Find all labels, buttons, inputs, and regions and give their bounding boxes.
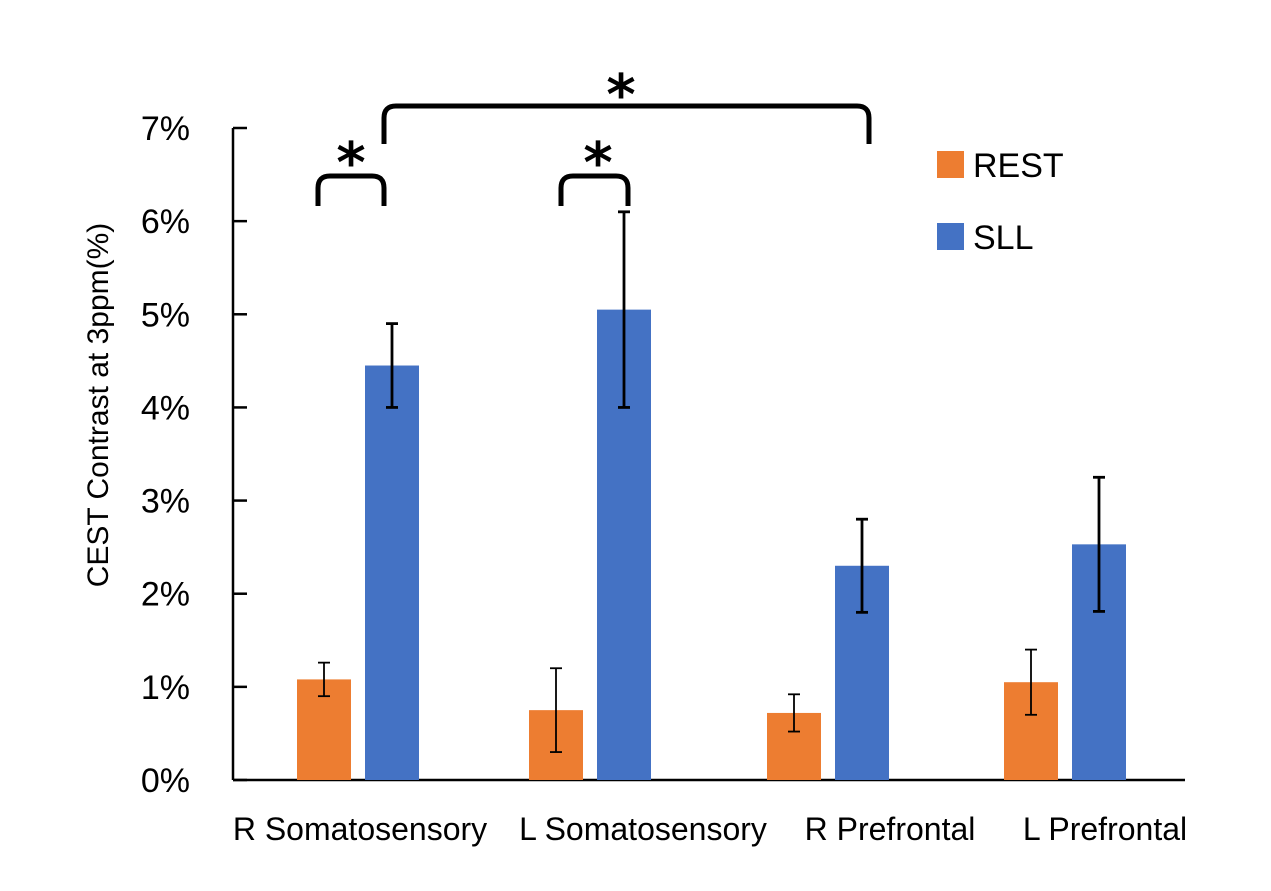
significance-bracket	[381, 103, 872, 144]
y-axis-title: CEST Contrast at 3ppm(%)	[82, 223, 115, 588]
y-tick-label: 3%	[141, 483, 190, 521]
legend-swatch-rest	[937, 151, 964, 178]
y-tick-label: 4%	[141, 389, 190, 427]
significance-bracket	[558, 173, 631, 206]
x-category-label: L Prefrontal	[1023, 811, 1187, 847]
y-tick-label: 5%	[141, 296, 190, 334]
legend-label-rest: REST	[973, 147, 1064, 185]
y-tick-label: 1%	[141, 669, 190, 707]
y-tick-label: 0%	[141, 762, 190, 800]
significance-star: *	[336, 131, 365, 196]
x-category-label: L Somatosensory	[519, 811, 767, 847]
significance-star: *	[583, 131, 612, 196]
legend-label-sll: SLL	[973, 219, 1034, 257]
y-tick-label: 2%	[141, 576, 190, 614]
y-tick-label: 6%	[141, 203, 190, 241]
y-tick-label: 7%	[141, 110, 190, 148]
bar-sll	[365, 365, 419, 780]
significance-star: *	[606, 63, 635, 128]
x-category-label: R Prefrontal	[805, 811, 976, 847]
legend-swatch-sll	[937, 223, 964, 250]
significance-bracket	[315, 173, 387, 206]
x-category-label: R Somatosensory	[233, 811, 487, 847]
